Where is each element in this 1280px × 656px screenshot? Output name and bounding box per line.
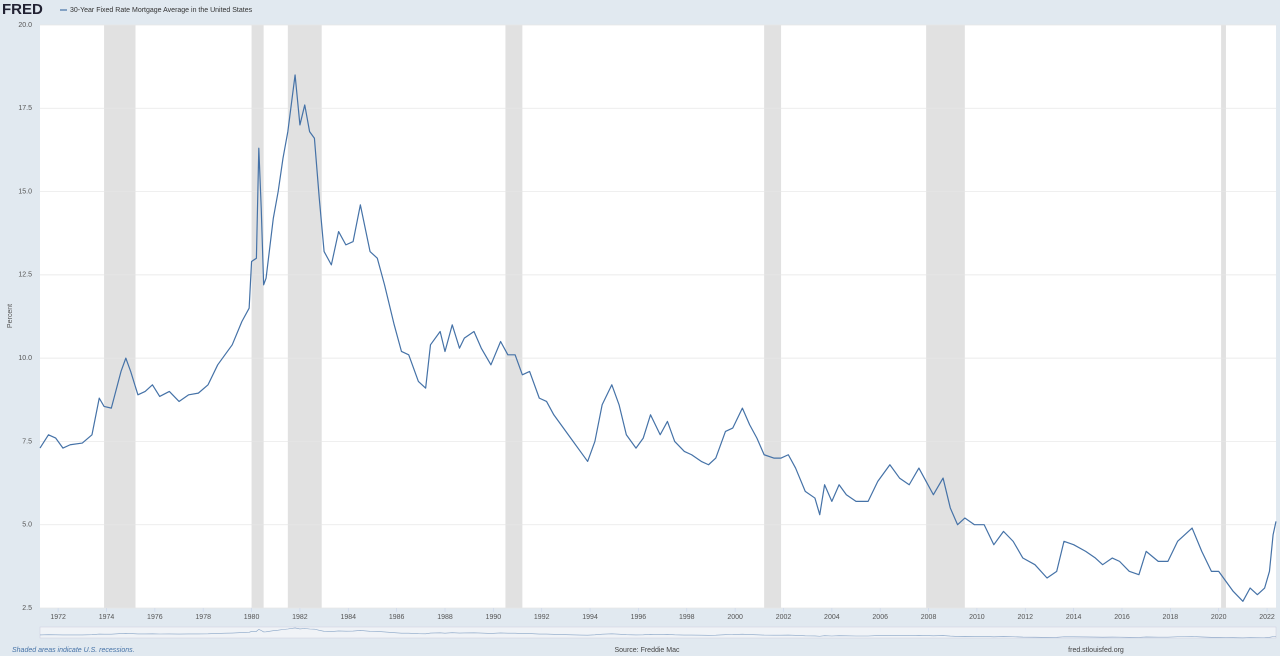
recession-band xyxy=(1221,25,1226,608)
x-tick-label: 2010 xyxy=(969,614,985,621)
x-tick-label: 1994 xyxy=(582,614,598,621)
recession-band xyxy=(287,25,322,608)
y-tick-label: 10.0 xyxy=(18,355,32,362)
x-tick-label: 2004 xyxy=(824,614,840,621)
x-tick-label: 2002 xyxy=(776,614,792,621)
x-tick-label: 2014 xyxy=(1066,614,1082,621)
x-tick-label: 1976 xyxy=(147,614,163,621)
x-tick-label: 1980 xyxy=(244,614,260,621)
x-tick-label: 2012 xyxy=(1017,614,1033,621)
recession-band xyxy=(764,25,782,608)
x-tick-label: 2008 xyxy=(921,614,937,621)
x-tick-label: 2006 xyxy=(872,614,888,621)
y-tick-label: 2.5 xyxy=(22,605,32,612)
x-tick-label: 2022 xyxy=(1259,614,1275,621)
recession-band xyxy=(251,25,264,608)
x-tick-label: 1990 xyxy=(486,614,502,621)
x-tick-label: 2000 xyxy=(727,614,743,621)
x-tick-label: 1978 xyxy=(195,614,211,621)
x-tick-label: 1982 xyxy=(292,614,308,621)
x-tick-label: 1986 xyxy=(389,614,405,621)
recession-band xyxy=(926,25,965,608)
plot-area xyxy=(40,25,1276,608)
y-tick-label: 17.5 xyxy=(18,105,32,112)
site: fred.stlouisfed.org xyxy=(1068,647,1124,654)
navigator-line xyxy=(39,627,1277,639)
source: Source: Freddie Mac xyxy=(615,647,680,654)
logo: FRED xyxy=(2,1,43,18)
recession-note: Shaded areas indicate U.S. recessions. xyxy=(12,647,135,654)
x-tick-label: 1984 xyxy=(340,614,356,621)
series-line xyxy=(39,74,1277,602)
y-tick-label: 7.5 xyxy=(22,438,32,445)
legend-label: 30-Year Fixed Rate Mortgage Average in t… xyxy=(70,7,253,14)
x-tick-label: 1996 xyxy=(631,614,647,621)
y-tick-label: 15.0 xyxy=(18,188,32,195)
recession-band xyxy=(505,25,523,608)
x-tick-label: 1974 xyxy=(99,614,115,621)
x-tick-label: 2020 xyxy=(1211,614,1227,621)
y-axis-label: Percent xyxy=(7,304,14,328)
y-tick-label: 12.5 xyxy=(18,272,32,279)
navigator xyxy=(39,626,1277,639)
x-tick-label: 1998 xyxy=(679,614,695,621)
x-tick-label: 1988 xyxy=(437,614,453,621)
x-tick-label: 1972 xyxy=(50,614,66,621)
y-tick-label: 5.0 xyxy=(22,522,32,529)
x-tick-label: 2018 xyxy=(1163,614,1179,621)
x-tick-label: 1992 xyxy=(534,614,550,621)
x-tick-label: 2016 xyxy=(1114,614,1130,621)
recession-band xyxy=(104,25,136,608)
y-tick-label: 20.0 xyxy=(18,22,32,29)
